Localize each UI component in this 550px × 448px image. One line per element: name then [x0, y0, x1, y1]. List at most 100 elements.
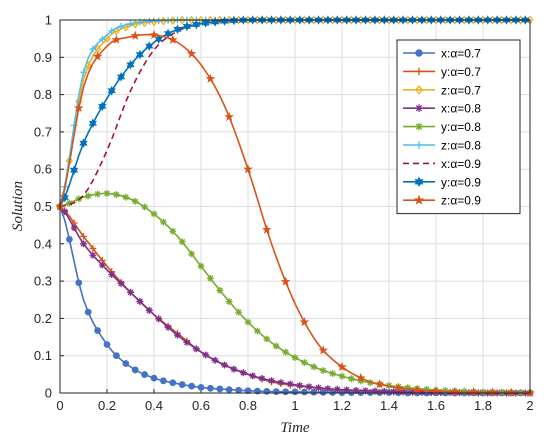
data-point [69, 165, 79, 175]
legend-entry: z:α=0.8 [403, 139, 481, 153]
data-point [418, 389, 426, 396]
data-point [122, 193, 130, 201]
y-tick-label: 0.1 [34, 348, 52, 363]
x-tick-label: 0.4 [145, 398, 163, 413]
data-point [192, 345, 200, 353]
data-point [98, 35, 106, 43]
data-point [299, 317, 310, 327]
data-point [131, 366, 139, 374]
x-tick-label: 0.8 [239, 398, 257, 413]
data-point [169, 227, 177, 235]
data-point [355, 372, 366, 383]
x-tick-label: 1.6 [427, 398, 445, 413]
data-point [343, 386, 351, 394]
x-tick-label: 1.8 [474, 398, 492, 413]
data-point [371, 387, 379, 395]
legend-label: z:α=0.7 [441, 83, 481, 97]
data-point [318, 345, 329, 355]
data-point [216, 286, 224, 294]
data-point [291, 388, 299, 396]
data-point [186, 48, 197, 58]
data-point [92, 51, 103, 61]
legend-label: y:α=0.8 [441, 120, 481, 134]
data-point [280, 276, 291, 286]
data-point [286, 380, 294, 388]
data-point [319, 388, 327, 396]
data-point [61, 208, 69, 216]
data-point [79, 138, 88, 148]
y-tick-label: 0.4 [34, 236, 52, 251]
data-point [305, 383, 313, 391]
legend: x:α=0.7 y:α=0.7 z:α=0.7 x:α=0.8 y:α=0.8 z:α=0… [396, 39, 521, 215]
data-point [239, 369, 247, 377]
y-axis-label: Solution [10, 181, 26, 231]
data-point [282, 388, 289, 396]
data-point [80, 68, 87, 76]
data-point [225, 298, 233, 305]
data-point [409, 388, 416, 396]
data-point [167, 34, 178, 44]
data-point [135, 49, 145, 60]
data-point [244, 318, 252, 326]
data-point [352, 386, 360, 394]
legend-label: y:α=0.7 [441, 65, 481, 79]
x-tick-label: 0.2 [98, 398, 116, 413]
data-point [188, 15, 196, 25]
data-point [73, 102, 84, 113]
data-point [98, 261, 106, 269]
axes-box [59, 19, 531, 394]
data-point [155, 315, 163, 323]
legend-entry: y:α=0.7 [403, 65, 481, 79]
data-point [174, 331, 181, 339]
data-point [113, 191, 120, 198]
data-point [310, 363, 318, 371]
data-point [229, 15, 239, 26]
data-point [272, 342, 280, 350]
data-point [89, 45, 97, 53]
legend-entry: x:α=0.8 [403, 102, 481, 116]
legend-label: z:α=0.9 [441, 194, 481, 208]
legend-label: x:α=0.9 [441, 157, 481, 171]
data-point [141, 371, 148, 378]
series-8 [55, 29, 535, 398]
data-point [94, 190, 101, 198]
data-point [272, 388, 280, 395]
data-point [145, 18, 153, 25]
data-point [380, 387, 388, 395]
data-point [442, 387, 449, 394]
data-point [111, 34, 122, 44]
data-point [366, 379, 374, 387]
data-point [150, 374, 158, 382]
data-point [169, 379, 177, 387]
data-point [390, 388, 398, 396]
legend-entry: z:α=0.7 [403, 83, 481, 97]
y-tick-label: 0.2 [34, 311, 52, 326]
data-point [141, 203, 148, 211]
data-point [393, 382, 404, 393]
data-point [98, 101, 107, 112]
y-tick-label: 0 [45, 386, 52, 401]
y-tick-label: 0.7 [34, 124, 52, 139]
data-point [183, 338, 191, 346]
data-point [207, 274, 214, 282]
data-point [117, 280, 125, 287]
data-point [415, 141, 423, 149]
data-point [362, 387, 369, 395]
data-point [173, 24, 182, 35]
legend-entry: z:α=0.9 [403, 194, 481, 208]
data-point [130, 30, 141, 40]
data-point [70, 224, 78, 232]
data-point [315, 384, 322, 392]
data-point [131, 197, 139, 205]
x-axis-label: Time [280, 420, 310, 436]
data-point [89, 245, 97, 252]
data-point [310, 388, 318, 396]
data-point [415, 49, 423, 57]
y-tick-label: 0.9 [34, 50, 52, 65]
data-point [188, 250, 195, 258]
data-point [374, 379, 385, 389]
data-point [329, 370, 336, 377]
data-point [178, 381, 186, 388]
legend-label: z:α=0.8 [441, 139, 481, 153]
